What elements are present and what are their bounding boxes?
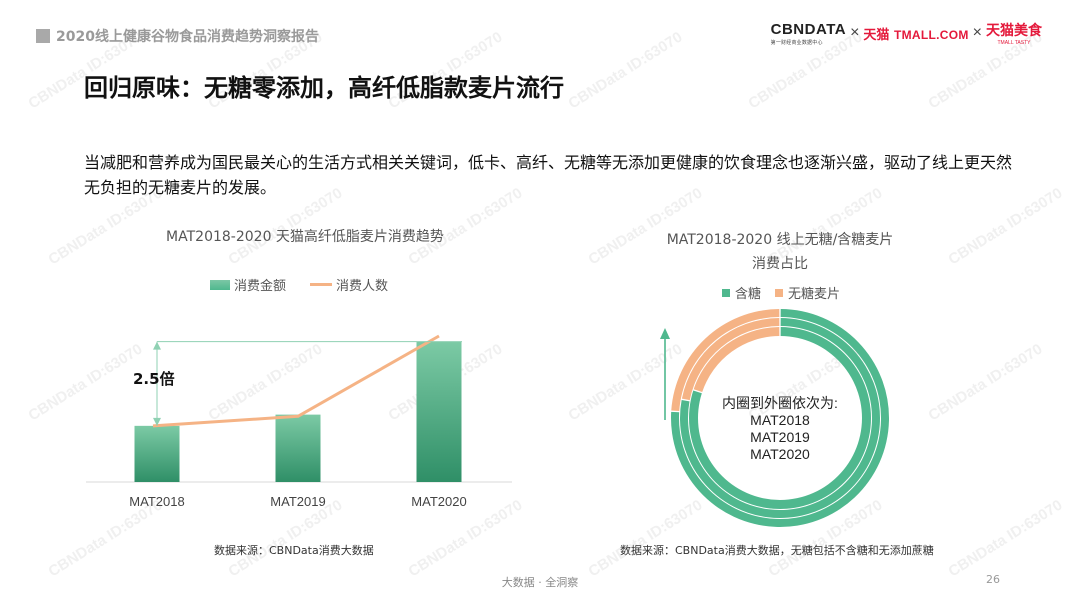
x-tick-label: MAT2020 (411, 494, 466, 509)
donut-chart-title-line1: MAT2018-2020 线上无糖/含糖麦片 (666, 232, 894, 248)
tmall-logo-cn: 天猫 (863, 27, 890, 43)
cbndata-logo-text: CBNDATA (770, 20, 847, 38)
x-tick-label: MAT2019 (270, 494, 325, 509)
partner-logos: CBNDATA 第一财经商业数据中心 × 天猫 TMALL.COM × 天猫美食… (771, 20, 1042, 47)
legend-item-sugar-free: 无糖麦片 (775, 283, 840, 302)
donut-chart-title: MAT2018-2020 线上无糖/含糖麦片 消费占比 (640, 228, 920, 276)
spend-bar (134, 425, 180, 482)
legend-item-sugar: 含糖 (722, 283, 761, 302)
legend-bar-swatch (210, 279, 230, 290)
donut-center-line: 内圈到外圈依次为: (722, 395, 838, 411)
legend-label-sugar: 含糖 (735, 287, 762, 302)
donut-chart-source: 数据来源：CBNData消费大数据，无糖包括不含糖和无添加蔗糖 (620, 544, 934, 557)
donut-center-label: 内圈到外圈依次为: MAT2018 MAT2019 MAT2020 (700, 395, 860, 463)
page-description: 当减肥和营养成为国民最关心的生活方式相关关键词，低卡、高纤、无糖等无添加更健康的… (84, 153, 1013, 197)
users-line (152, 334, 440, 428)
annotation-arrow-up-icon (153, 341, 161, 350)
donut-center-line: MAT2020 (750, 446, 810, 462)
legend-line-swatch (310, 283, 333, 286)
legend-label-spend: 消费金额 (234, 279, 287, 294)
bar-chart-title: MAT2018-2020 天猫高纤低脂麦片消费趋势 (166, 229, 444, 245)
cbndata-logo-subtext: 第一财经商业数据中心 (770, 39, 823, 46)
annotation-arrow-down-icon (153, 417, 161, 426)
multiplier-annotation: 2.5倍 (133, 370, 175, 388)
tmall-tasty-logo-cn: 天猫美食 (986, 23, 1042, 39)
donut-chart-legend: 含糖 无糖麦片 (722, 283, 840, 302)
donut-ring-sugar-free-segment (693, 327, 780, 393)
legend-dot-orange (775, 288, 784, 297)
donut-center-line: MAT2019 (750, 429, 810, 445)
donut-ring-sugar-free-segment (681, 318, 780, 401)
x-tick-label: MAT2018 (129, 494, 184, 509)
bar-chart-legend: 消费金额 消费人数 (210, 275, 388, 294)
bar-chart-source: 数据来源：CBNData消费大数据 (214, 544, 374, 557)
logo-separator-icon: × (850, 24, 860, 41)
page-number: 26 (986, 573, 1000, 586)
donut-center-line: MAT2018 (750, 412, 810, 428)
legend-item-users: 消费人数 (310, 275, 388, 294)
tmall-logo-en: TMALL.COM (893, 27, 969, 42)
tmall-tasty-logo: 天猫美食 TMALL TASTY (986, 20, 1042, 46)
legend-label-sugar-free: 无糖麦片 (788, 287, 841, 302)
growth-arrow-icon (660, 328, 670, 339)
footer-slogan: 大数据 · 全洞察 (501, 576, 579, 589)
legend-item-spend: 消费金额 (210, 275, 286, 294)
report-title: 2020线上健康谷物食品消费趋势洞察报告 (56, 29, 319, 45)
tmall-logo: 天猫 TMALL.COM (863, 24, 968, 43)
cbndata-logo: CBNDATA 第一财经商业数据中心 (771, 21, 846, 46)
legend-label-users: 消费人数 (336, 279, 389, 294)
logo-separator-icon: × (972, 24, 982, 41)
tmall-tasty-logo-en: TMALL TASTY (997, 40, 1031, 46)
spend-bar (275, 414, 321, 482)
page-headline: 回归原味：无糖零添加，高纤低脂款麦片流行 (84, 74, 564, 102)
spend-bar (416, 341, 462, 482)
header-square-icon (36, 29, 50, 43)
report-header: 2020线上健康谷物食品消费趋势洞察报告 (36, 26, 319, 46)
legend-dot-green (722, 288, 730, 297)
donut-ring-sugar-free-segment (671, 309, 780, 412)
donut-chart-title-line2: 消费占比 (752, 256, 808, 272)
